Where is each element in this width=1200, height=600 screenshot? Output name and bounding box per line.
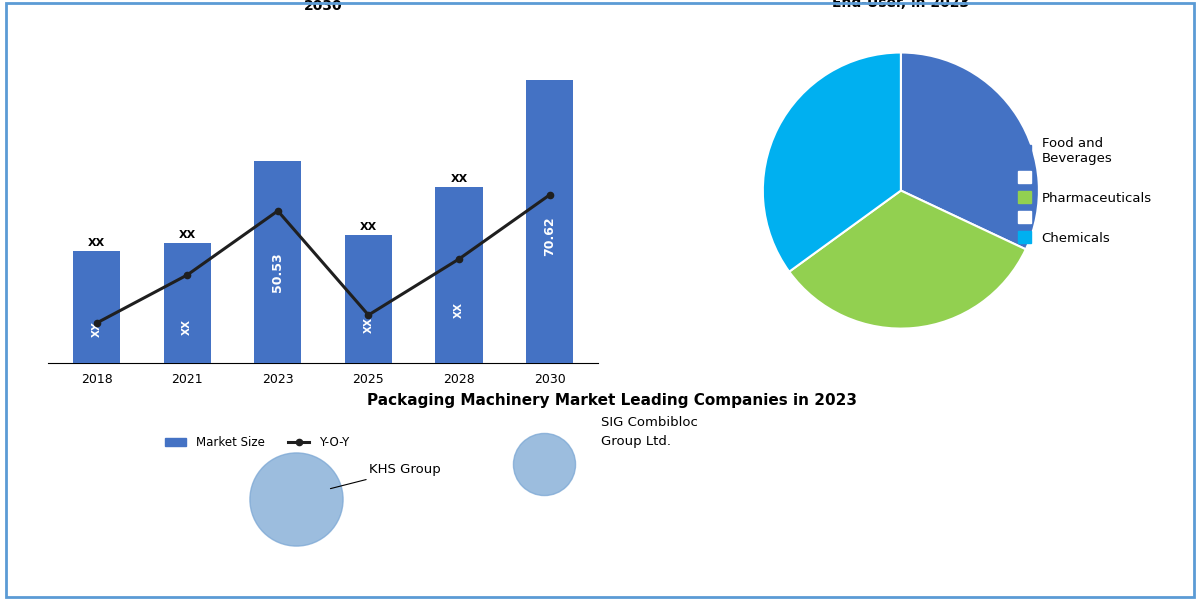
Text: XX: XX <box>454 302 464 318</box>
Bar <box>436 187 482 363</box>
Title: Packaging Machinery Market Share by
End-User, in 2023: Packaging Machinery Market Share by End-… <box>750 0 1051 10</box>
Bar <box>73 251 120 363</box>
Text: XX: XX <box>360 222 377 232</box>
Text: XX: XX <box>88 238 106 248</box>
Text: 70.62: 70.62 <box>544 216 556 256</box>
Text: XX: XX <box>364 317 373 332</box>
Text: XX: XX <box>450 173 468 184</box>
Text: 50.53: 50.53 <box>271 252 284 292</box>
Wedge shape <box>790 191 1026 329</box>
Text: SIG Combibloc
Group Ltd.: SIG Combibloc Group Ltd. <box>601 416 697 448</box>
Text: XX: XX <box>182 319 192 335</box>
Title: Packaging Machinery Market
Revenue in USD Billion, 2018-
2030: Packaging Machinery Market Revenue in US… <box>206 0 439 13</box>
Text: XX: XX <box>91 322 102 337</box>
Text: Packaging Machinery Market Leading Companies in 2023: Packaging Machinery Market Leading Compa… <box>367 392 857 407</box>
Bar <box>163 243 211 363</box>
Bar <box>526 80 574 363</box>
Wedge shape <box>763 53 901 272</box>
Bar <box>344 235 392 363</box>
Legend: Food and
Beverages, , Pharmaceuticals, , Chemicals: Food and Beverages, , Pharmaceuticals, ,… <box>1018 137 1152 245</box>
Bar <box>254 161 301 363</box>
Legend: Market Size, Y-O-Y: Market Size, Y-O-Y <box>161 431 354 454</box>
Text: XX: XX <box>179 230 196 240</box>
Wedge shape <box>901 53 1039 250</box>
Text: KHS Group: KHS Group <box>330 463 442 488</box>
